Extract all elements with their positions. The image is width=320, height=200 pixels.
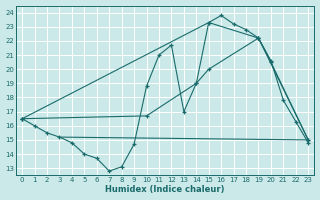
X-axis label: Humidex (Indice chaleur): Humidex (Indice chaleur)	[106, 185, 225, 194]
